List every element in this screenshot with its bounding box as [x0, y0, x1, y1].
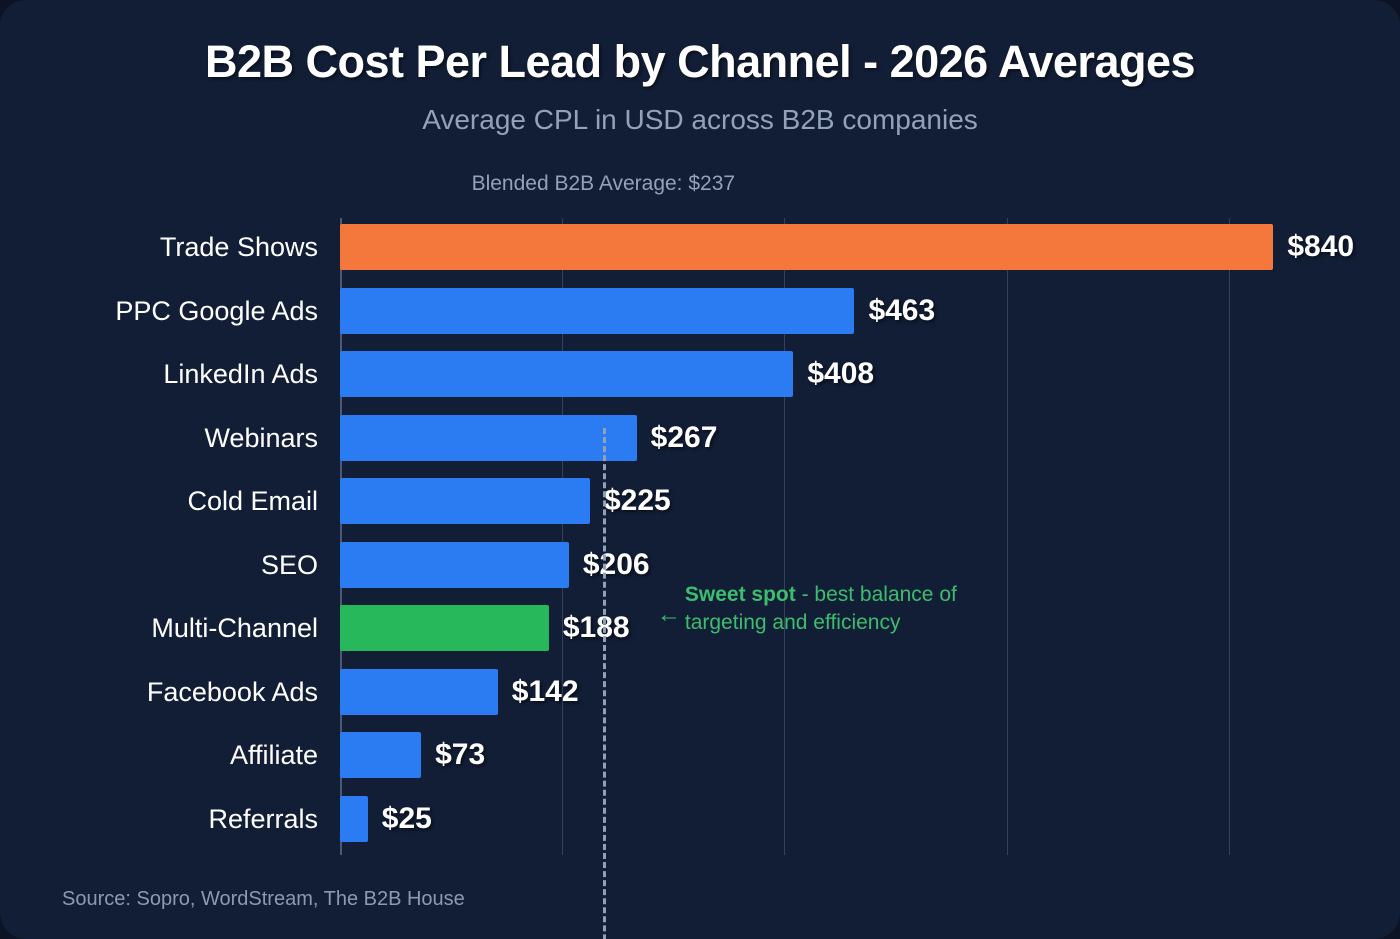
- category-label: Multi-Channel: [151, 613, 318, 643]
- bar[interactable]: [340, 605, 549, 651]
- bar-value-label: $188: [562, 611, 630, 644]
- category-label: Facebook Ads: [146, 676, 318, 707]
- bar-value-label: $840: [1287, 230, 1355, 263]
- category-label: Trade Shows: [159, 232, 318, 262]
- bar-value-label: $463: [868, 293, 936, 327]
- bar-value-label: $73: [435, 738, 486, 771]
- average-reference-line: [603, 428, 607, 939]
- category-label: Cold Email: [187, 486, 318, 516]
- source-note: Source: Sopro, WordStream, The B2B House: [62, 888, 465, 910]
- gridline: [1228, 218, 1230, 855]
- bar-value-label: $267: [650, 420, 718, 454]
- bar-value-label: $225: [604, 484, 671, 517]
- bar-row[interactable]: Webinars $267: [204, 414, 1340, 461]
- bar[interactable]: [340, 224, 1274, 270]
- gridline: [1006, 218, 1008, 855]
- bar-row[interactable]: Facebook Ads $142: [147, 668, 1340, 715]
- gridline: [562, 218, 564, 855]
- bar-value-label: $142: [511, 674, 579, 708]
- page-title: B2B Cost Per Lead by Channel - 2026 Aver…: [204, 36, 1196, 87]
- bar[interactable]: [340, 732, 422, 778]
- y-axis-line: [340, 218, 342, 855]
- bar-value-label: $206: [582, 547, 650, 581]
- chart-subtitle: Average CPL in USD across B2B companies: [422, 104, 978, 135]
- bar-row[interactable]: LinkedIn Ads $408: [163, 351, 1340, 397]
- plot-area: Trade Shows $840 PPC Google Ads $463 LinkedI…: [115, 218, 1354, 939]
- sweet-spot-emphasis: Sweet spot: [684, 583, 796, 606]
- bar[interactable]: [340, 541, 569, 588]
- bar-row[interactable]: PPC Google Ads $463: [115, 287, 1340, 334]
- category-label: Referrals: [208, 803, 318, 834]
- bar[interactable]: [340, 668, 498, 715]
- bar-value-label: $408: [807, 357, 875, 390]
- sweet-spot-text: Sweet spot - best balance of targeting a…: [685, 581, 1017, 637]
- bar[interactable]: [340, 795, 368, 842]
- bar[interactable]: [340, 351, 794, 397]
- category-label: LinkedIn Ads: [163, 359, 318, 389]
- category-label: Webinars: [204, 422, 318, 453]
- bar-row[interactable]: SEO $206: [261, 541, 1340, 588]
- bar-row[interactable]: Referrals $25: [208, 795, 1340, 842]
- bar-row[interactable]: Multi-Channel $188: [151, 605, 1340, 651]
- bar-value-label: $25: [381, 801, 432, 835]
- left-arrow-icon: ←: [656, 601, 681, 628]
- bar[interactable]: [340, 414, 637, 461]
- bar[interactable]: [340, 287, 855, 334]
- category-label: PPC Google Ads: [115, 295, 318, 326]
- sweet-spot-detail: - best balance of targeting and efficien…: [684, 583, 957, 634]
- category-label: SEO: [260, 549, 318, 580]
- average-line-label: Blended B2B Average: $237: [471, 172, 736, 195]
- bar[interactable]: [340, 478, 590, 524]
- bar-row[interactable]: Trade Shows $840: [160, 224, 1354, 270]
- gridline: [784, 218, 786, 855]
- bar-row[interactable]: Cold Email $225: [187, 478, 1340, 524]
- category-label: Affiliate: [229, 740, 318, 770]
- bar-row[interactable]: Affiliate $73: [230, 732, 1340, 778]
